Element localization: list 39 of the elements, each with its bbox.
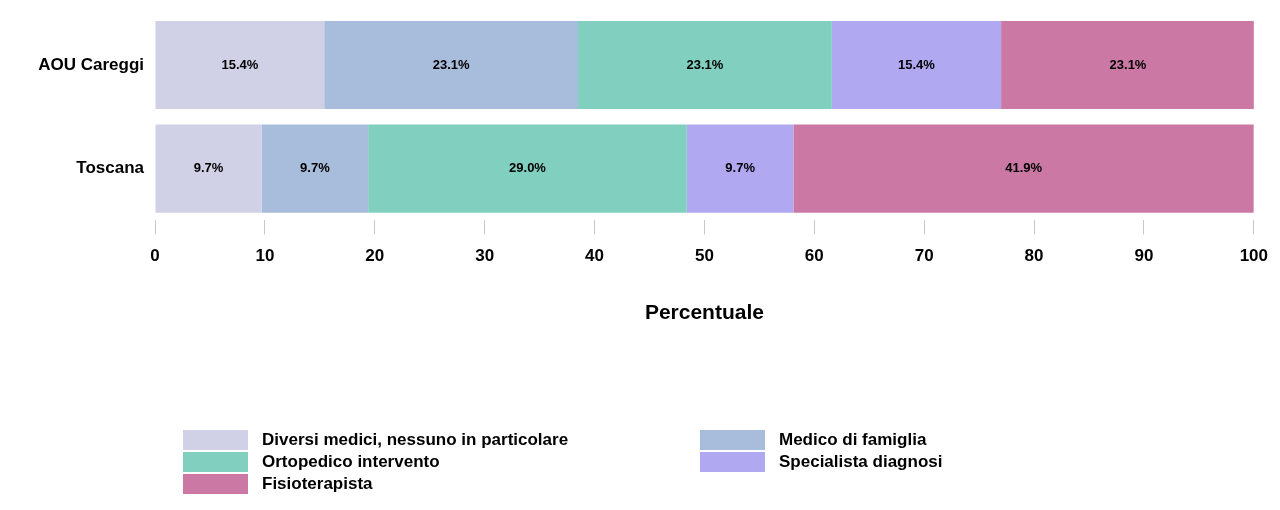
bar [324, 20, 579, 110]
y-tick-label: AOU Careggi [38, 54, 144, 74]
x-tick-label: 30 [475, 246, 495, 266]
bar [261, 124, 369, 213]
data-label: 41.9% [1005, 160, 1043, 176]
legend-label: Fisioterapista [262, 474, 373, 494]
bar [1001, 20, 1254, 110]
x-tick-label: 60 [804, 246, 824, 266]
x-tick-label: 90 [1134, 246, 1154, 266]
legend-label: Ortopedico intervento [262, 452, 440, 472]
data-label: 23.1% [1109, 56, 1147, 72]
x-axis-title: Percentuale [644, 300, 764, 324]
x-tick-label: 100 [1239, 246, 1269, 266]
data-label: 9.7% [300, 160, 331, 176]
bar [155, 20, 325, 110]
data-label: 23.1% [686, 56, 724, 72]
x-tick-label: 10 [255, 246, 275, 266]
legend-label: Specialista diagnosi [779, 452, 943, 472]
data-label: 23.1% [432, 56, 470, 72]
x-tick-label: 40 [585, 246, 604, 266]
bar [155, 124, 262, 213]
x-tick-label: 20 [365, 246, 385, 266]
x-tick-label: 0 [150, 246, 160, 266]
y-tick-label: Toscana [76, 158, 145, 178]
data-label: 29.0% [509, 160, 547, 176]
data-label: 9.7% [193, 160, 224, 176]
bar [578, 20, 832, 110]
bar [831, 20, 1002, 110]
data-label: 9.7% [725, 160, 756, 176]
x-tick-label: 70 [914, 246, 934, 266]
bar [368, 124, 687, 213]
x-tick-label: 80 [1024, 246, 1044, 266]
legend-label: Diversi medici, nessuno in particolare [262, 430, 569, 450]
x-tick-label: 50 [694, 246, 714, 266]
bar [793, 124, 1254, 213]
data-label: 15.4% [898, 56, 936, 72]
data-label: 15.4% [221, 56, 259, 72]
legend-label: Medico di famiglia [779, 430, 927, 450]
bar [686, 124, 794, 213]
